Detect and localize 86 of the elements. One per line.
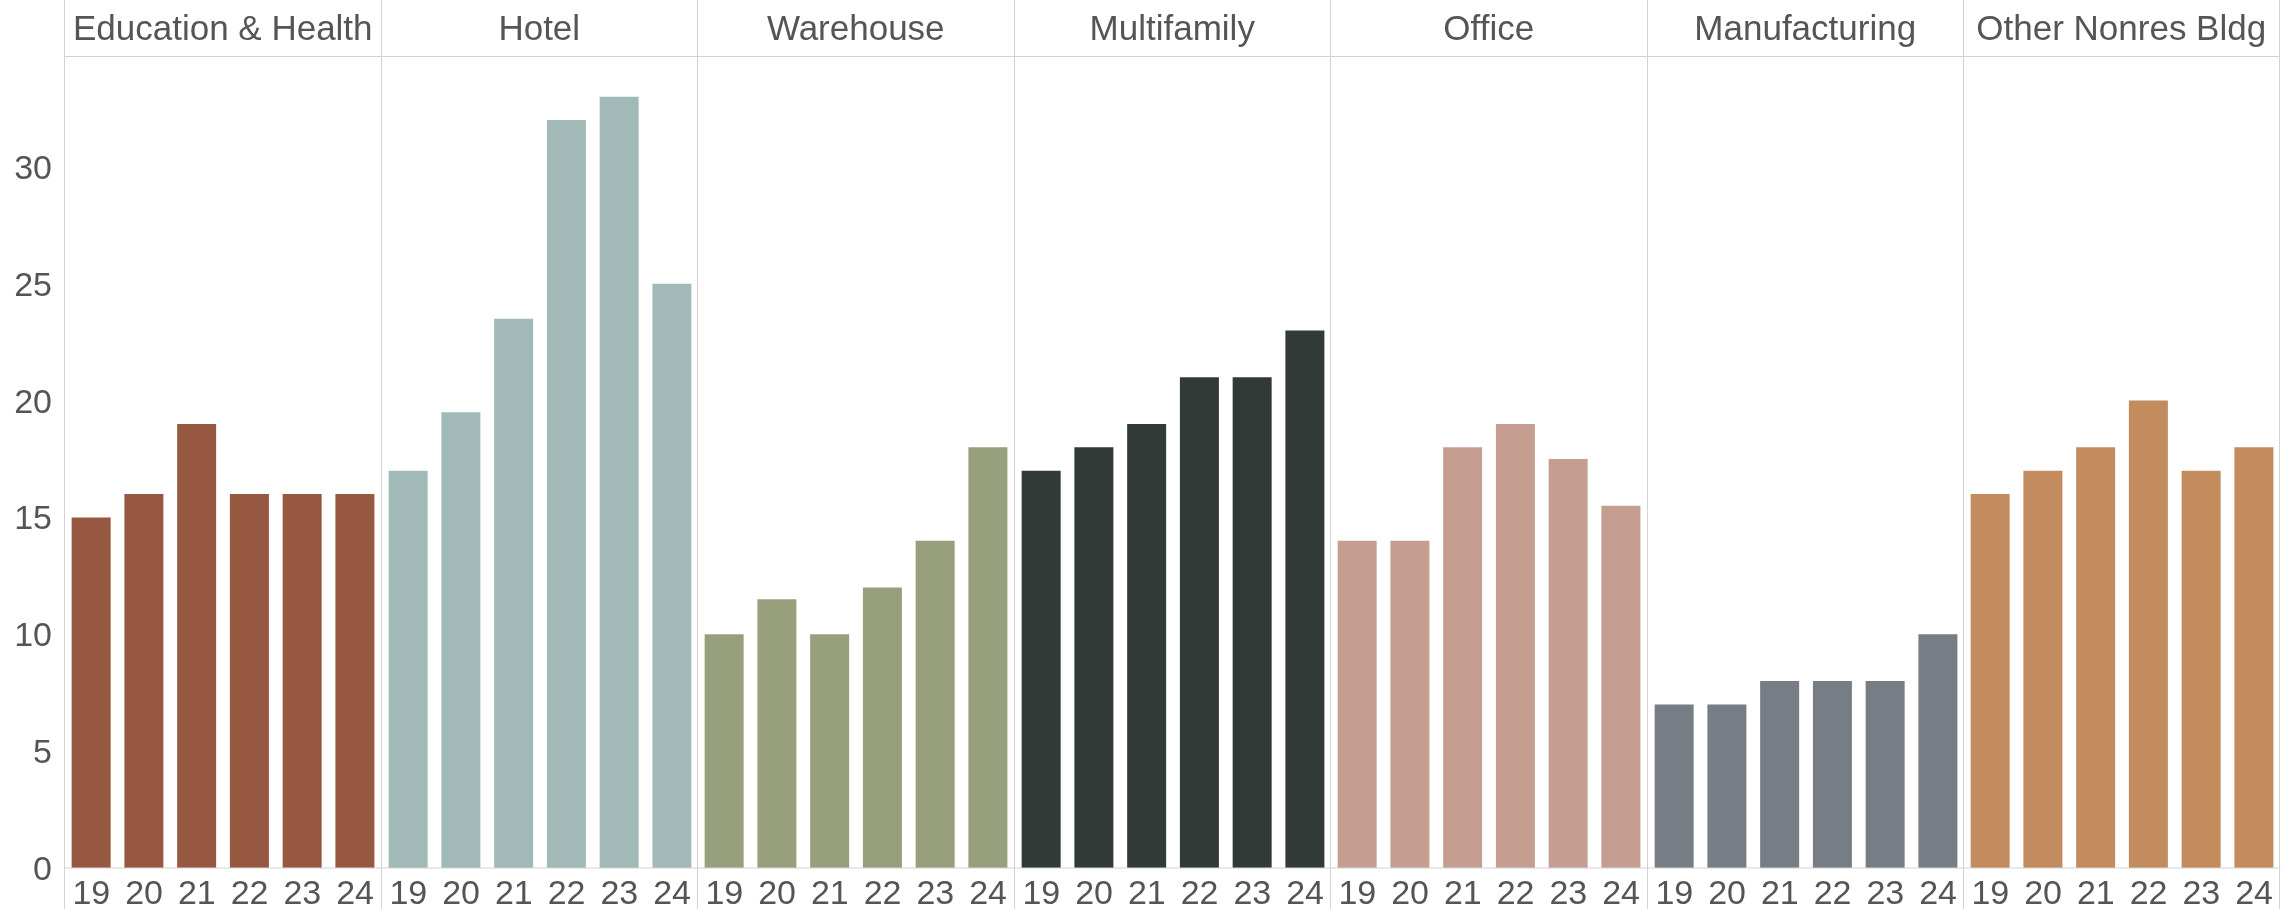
y-tick-label: 15 xyxy=(14,498,52,537)
bar xyxy=(1284,330,1324,868)
x-tick-label: 23 xyxy=(1865,873,1904,909)
chart-title: Other Nonres Bldg xyxy=(1964,0,2279,57)
x-tick-label: 23 xyxy=(599,873,638,909)
chart-title: Warehouse xyxy=(698,0,1014,57)
bar xyxy=(388,470,428,868)
x-tick-label: 21 xyxy=(494,873,533,909)
x-tick-label: 20 xyxy=(441,873,480,909)
x-tick-label: 22 xyxy=(547,873,586,909)
chart-title: Hotel xyxy=(381,0,697,57)
bar xyxy=(2181,470,2221,868)
y-tick-label: 25 xyxy=(14,264,52,303)
x-tick-label: 20 xyxy=(1074,873,1113,909)
bar xyxy=(915,540,955,868)
x-tick-label: 24 xyxy=(1285,873,1324,909)
x-tick-label: 21 xyxy=(2076,873,2115,909)
x-tick-label: 19 xyxy=(1654,873,1693,909)
x-tick-label: 20 xyxy=(125,873,164,909)
x-tick-label: 22 xyxy=(863,873,902,909)
bar xyxy=(546,120,586,868)
x-tick-label: 22 xyxy=(2129,873,2168,909)
bar xyxy=(968,447,1008,868)
x-tick-label: 21 xyxy=(177,873,216,909)
bar xyxy=(1073,447,1113,868)
bar xyxy=(599,96,639,868)
bar xyxy=(1495,423,1535,868)
bar xyxy=(1601,505,1641,868)
bar xyxy=(862,587,902,868)
x-tick-label: 24 xyxy=(336,873,375,909)
bar xyxy=(1337,540,1377,868)
chart-title: Multifamily xyxy=(1014,0,1330,57)
x-tick-label: 20 xyxy=(1391,873,1430,909)
chart-title: Manufacturing xyxy=(1647,0,1963,57)
bar xyxy=(2234,447,2274,868)
x-tick-label: 24 xyxy=(2235,873,2274,909)
x-tick-label: 23 xyxy=(1549,873,1588,909)
bar xyxy=(493,318,533,868)
x-tick-label: 24 xyxy=(1918,873,1957,909)
y-tick-label: 0 xyxy=(33,849,52,888)
bar xyxy=(1390,540,1430,868)
x-tick-label: 21 xyxy=(810,873,849,909)
x-tick-label: 22 xyxy=(1496,873,1535,909)
x-tick-label: 19 xyxy=(72,873,111,909)
bar xyxy=(1126,423,1166,868)
y-tick-label: 5 xyxy=(33,732,52,771)
bar xyxy=(1548,458,1588,868)
bar xyxy=(651,283,691,868)
bar xyxy=(810,634,850,868)
x-tick-label: 19 xyxy=(1021,873,1060,909)
x-tick-label: 23 xyxy=(916,873,955,909)
bar xyxy=(1179,377,1219,868)
x-tick-label: 22 xyxy=(230,873,269,909)
chart-title: Office xyxy=(1331,0,1647,57)
bar xyxy=(1021,470,1061,868)
y-tick-label: 20 xyxy=(14,381,52,420)
x-tick-label: 21 xyxy=(1760,873,1799,909)
y-tick-label: 30 xyxy=(14,147,52,186)
x-tick-label: 21 xyxy=(1443,873,1482,909)
x-tick-label: 23 xyxy=(1232,873,1271,909)
bar xyxy=(2076,447,2116,868)
x-tick-label: 24 xyxy=(652,873,691,909)
bar xyxy=(1232,377,1272,868)
x-tick-label: 19 xyxy=(1971,873,2010,909)
x-tick-label: 22 xyxy=(1813,873,1852,909)
x-tick-label: 19 xyxy=(388,873,427,909)
bar xyxy=(704,634,744,868)
x-tick-label: 19 xyxy=(705,873,744,909)
x-tick-label: 23 xyxy=(2182,873,2221,909)
y-tick-label: 10 xyxy=(14,615,52,654)
bar xyxy=(2128,400,2168,868)
x-tick-label: 21 xyxy=(1127,873,1166,909)
chart-title: Education & Health xyxy=(65,0,381,57)
x-tick-label: 20 xyxy=(1707,873,1746,909)
x-tick-label: 24 xyxy=(969,873,1008,909)
x-tick-label: 23 xyxy=(283,873,322,909)
bar xyxy=(757,599,797,868)
bar xyxy=(440,412,480,868)
bar xyxy=(2023,470,2063,868)
bar xyxy=(1970,494,2010,868)
x-tick-label: 24 xyxy=(1602,873,1641,909)
x-tick-label: 20 xyxy=(758,873,797,909)
x-tick-label: 19 xyxy=(1338,873,1377,909)
x-tick-label: 22 xyxy=(1180,873,1219,909)
bar xyxy=(1443,447,1483,868)
x-tick-label: 20 xyxy=(2024,873,2063,909)
